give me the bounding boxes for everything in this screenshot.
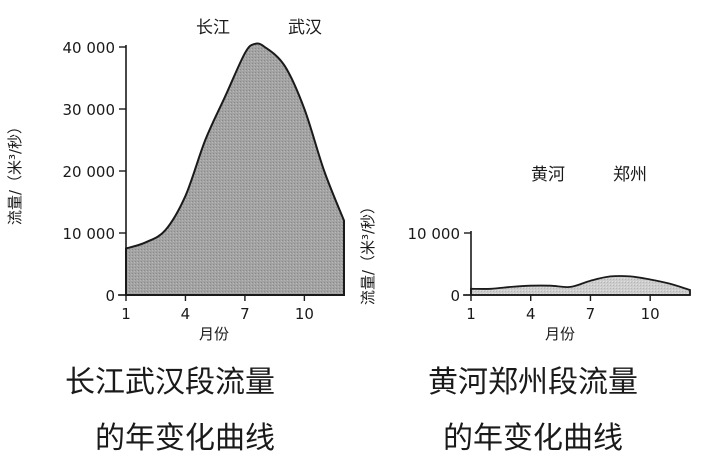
yellow-river-y-ticks: 0 10 000 xyxy=(408,225,471,305)
yangtze-x-axis-label: 月份 xyxy=(199,325,229,343)
yellow-river-x-ticks: 1 4 7 10 xyxy=(466,295,660,323)
yangtze-x-tick-label: 10 xyxy=(295,305,314,323)
yangtze-caption-line-2: 的年变化曲线 xyxy=(95,421,275,456)
yangtze-flow-area xyxy=(125,42,345,296)
yangtze-caption-line-1: 长江武汉段流量 xyxy=(65,365,275,400)
yellow-river-chart: 0 10 000 1 4 7 10 黄河 郑州 流量/（米³/秒） 月份 xyxy=(359,165,691,343)
yellow-river-river-label: 黄河 xyxy=(531,165,565,185)
yellow-river-x-axis-label: 月份 xyxy=(545,325,575,343)
yangtze-x-ticks: 1 4 7 10 xyxy=(121,295,314,323)
yellow-river-caption-line-2: 的年变化曲线 xyxy=(443,421,623,456)
yellow-river-y-tick-label: 10 000 xyxy=(408,225,461,243)
yangtze-y-ticks: 0 10 000 20 000 30 000 40 000 xyxy=(63,39,126,305)
yellow-river-x-tick-label: 10 xyxy=(641,305,660,323)
yangtze-x-tick-label: 7 xyxy=(240,305,250,323)
yellow-river-flow-area xyxy=(470,275,691,296)
yangtze-river-label: 长江 xyxy=(196,18,230,38)
yellow-river-y-axis-label: 流量/（米³/秒） xyxy=(359,199,377,305)
yellow-river-x-tick-label: 7 xyxy=(586,305,596,323)
yangtze-y-axis-label: 流量/（米³/秒） xyxy=(6,119,24,225)
captions: 长江武汉段流量 的年变化曲线 黄河郑州段流量 的年变化曲线 xyxy=(65,365,638,456)
yangtze-x-tick-label: 4 xyxy=(181,305,191,323)
yangtze-y-tick-label: 10 000 xyxy=(63,225,116,243)
yangtze-chart: 0 10 000 20 000 30 000 40 000 1 4 7 10 长江 武汉 流量… xyxy=(6,18,345,343)
yellow-river-city-label: 郑州 xyxy=(613,165,647,185)
yangtze-y-tick-label: 30 000 xyxy=(63,101,116,119)
yellow-river-x-tick-label: 1 xyxy=(466,305,476,323)
yellow-river-y-tick-label: 0 xyxy=(450,287,460,305)
yangtze-city-label: 武汉 xyxy=(288,18,322,38)
yangtze-y-tick-label: 40 000 xyxy=(63,39,116,57)
yellow-river-caption-line-1: 黄河郑州段流量 xyxy=(428,365,638,400)
yellow-river-x-tick-label: 4 xyxy=(526,305,536,323)
yangtze-y-tick-label: 20 000 xyxy=(63,163,116,181)
yangtze-x-tick-label: 1 xyxy=(121,305,131,323)
yangtze-y-tick-label: 0 xyxy=(105,287,115,305)
